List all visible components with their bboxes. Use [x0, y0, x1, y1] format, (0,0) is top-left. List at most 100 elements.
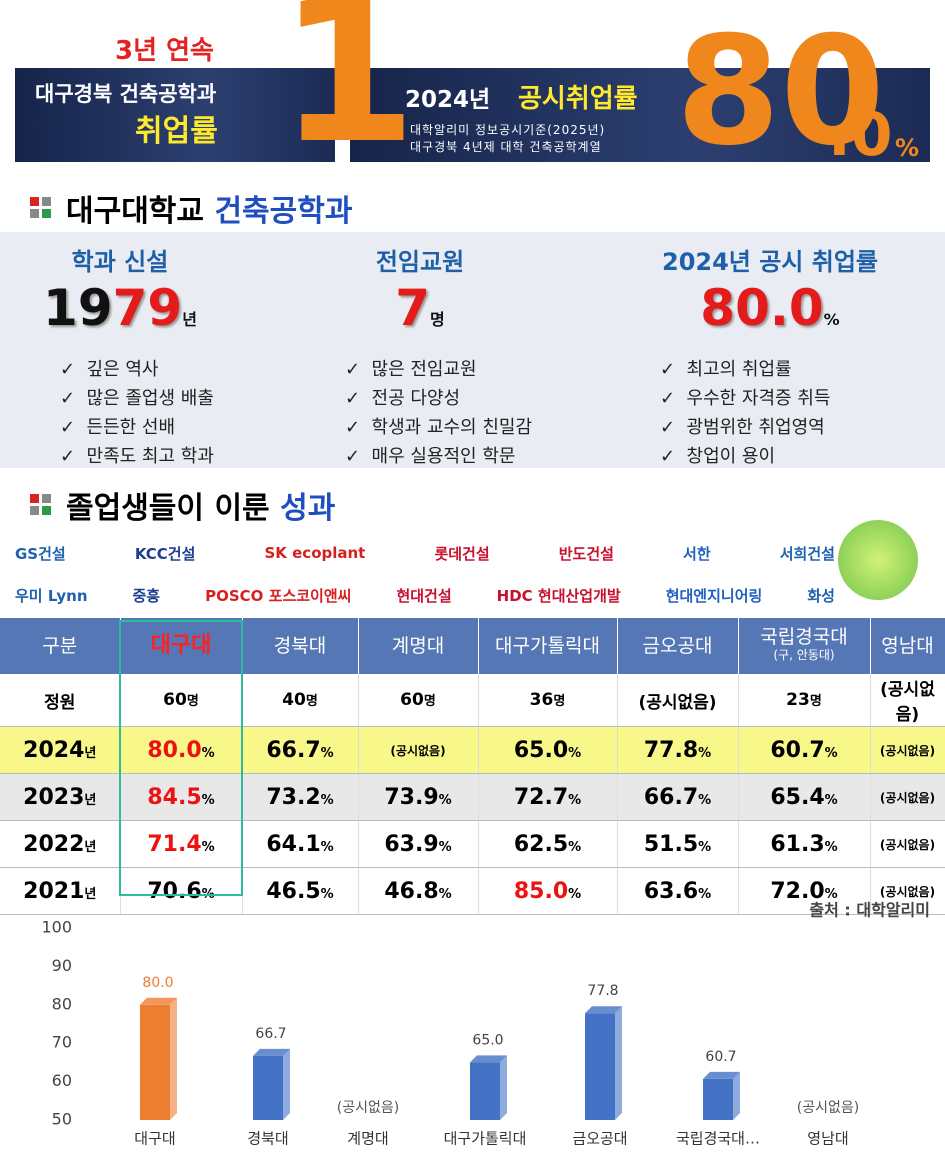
- row-label: 2022년: [0, 820, 121, 868]
- row-label-text: 2024: [23, 737, 85, 763]
- stat-point: 광범위한 취업영역: [660, 413, 930, 442]
- cell-unit: %: [320, 839, 334, 855]
- missing-label: (공시없음): [797, 1100, 859, 1116]
- cell-unit: %: [320, 792, 334, 808]
- section-title-b: 성과: [280, 491, 336, 526]
- table-cell: 66.7%: [242, 726, 359, 774]
- bar: [585, 1013, 615, 1120]
- streak: 3년 연속: [115, 36, 214, 66]
- stat-point: 학생과 교수의 친밀감: [345, 413, 545, 442]
- stat-column: 학과 신설1979년깊은 역사많은 졸업생 배출든든한 선배만족도 최고 학과: [10, 242, 230, 471]
- table-cell: 72.7%: [478, 773, 618, 821]
- bar-side: [500, 1055, 507, 1120]
- cell-value: 51.5: [643, 831, 699, 857]
- table-cell: 80.0%: [120, 726, 243, 774]
- header-row: 구분 대구대 경북대 계명대 대구가톨릭대 금오공대 국립경국대 (구, 안동대) 영남대: [0, 618, 945, 674]
- header-cell: 경북대: [242, 618, 359, 674]
- row-label: 2024년: [0, 726, 121, 774]
- cell-value: 63.6: [643, 878, 699, 904]
- stat-points: 깊은 역사많은 졸업생 배출든든한 선배만족도 최고 학과: [10, 355, 230, 471]
- cell-value: 85.0: [513, 878, 569, 904]
- company-logo: 서한: [683, 544, 711, 563]
- x-tick-label: 경북대: [247, 1130, 288, 1148]
- table-row: 2023년 84.5% 73.2% 73.9% 72.7% 66.7% 65.4% (공시없음…: [0, 773, 945, 821]
- stat-point: 창업이 용이: [660, 442, 930, 471]
- company-logo: 중흥: [132, 586, 161, 605]
- bar-top: [470, 1055, 507, 1063]
- row-label-text: 정원: [44, 692, 76, 713]
- cell-value: 70.6: [147, 878, 202, 904]
- banner-note: 대학알리미 정보공시기준(2025년): [410, 123, 606, 137]
- company-logo: POSCO 포스코이앤씨: [205, 586, 352, 605]
- table-cell: 73.9%: [358, 773, 479, 821]
- row-label-text: 2022: [23, 831, 85, 857]
- stat-points: 최고의 취업률우수한 자격증 취득광범위한 취업영역창업이 용이: [610, 355, 930, 471]
- bar-side: [170, 997, 177, 1120]
- table-cell: 23명: [738, 674, 871, 727]
- stat-column: 전임교원7명많은 전임교원전공 다양성학생과 교수의 친밀감매우 실용적인 학문: [295, 242, 545, 471]
- chart-source: 출처 : 대학알리미: [809, 901, 930, 920]
- stats-panel: 학과 신설1979년깊은 역사많은 졸업생 배출든든한 선배만족도 최고 학과 전…: [0, 232, 945, 468]
- y-tick-label: 50: [52, 1110, 72, 1129]
- table-cell: 60명: [358, 674, 479, 727]
- company-logo: 서희건설: [779, 544, 835, 563]
- company-logo: 반도건설: [558, 544, 614, 563]
- header-text: 경북대: [273, 635, 327, 657]
- header-text: 국립경국대: [760, 626, 848, 648]
- cell-value: 66.7: [643, 784, 699, 810]
- table-cell: 60.7%: [738, 726, 871, 774]
- stat-point: 많은 전임교원: [345, 355, 545, 384]
- header-text: 대구가톨릭대: [495, 635, 600, 657]
- stat-point: 만족도 최고 학과: [60, 442, 230, 471]
- section-icon: [30, 197, 52, 219]
- header-cell: 구분: [0, 618, 121, 674]
- table-cell: 73.2%: [242, 773, 359, 821]
- bar-side: [283, 1048, 290, 1120]
- cell-unit: 명: [809, 694, 822, 709]
- table-cell: (공시없음): [870, 820, 945, 868]
- header-note: (구, 안동대): [773, 648, 835, 662]
- header-text: 대구대: [150, 633, 212, 658]
- cell-unit: %: [201, 839, 215, 855]
- company-logo: 화성: [807, 586, 835, 605]
- company-logo: SK ecoplant: [264, 544, 366, 562]
- table-cell: 72.0%: [738, 867, 871, 915]
- cell-value: 63.9: [384, 831, 439, 857]
- stat-point: 우수한 자격증 취득: [660, 384, 930, 413]
- cell-value: 61.3: [770, 831, 825, 857]
- y-tick-label: 60: [52, 1071, 72, 1090]
- table-cell: (공시없음): [617, 674, 739, 727]
- stat-value-b: 7: [395, 279, 431, 337]
- banner-note: 대구경북 4년제 대학 건축공학계열: [410, 140, 602, 154]
- cell-value: 36: [529, 690, 554, 710]
- value-label: 77.8: [587, 983, 618, 999]
- big-rate-unit: %: [895, 134, 920, 162]
- cell-unit: %: [201, 745, 215, 761]
- company-logo: 우미 Lynn: [15, 586, 88, 605]
- stat-value: 1979년: [10, 277, 230, 351]
- logo-row: GS건설 KCC건설 SK ecoplant 롯데건설 반도건설 서한 서희건설: [15, 535, 835, 571]
- table-cell: (공시없음): [870, 674, 945, 727]
- logo-row: 우미 Lynn 중흥 POSCO 포스코이앤씨 현대건설 HDC 현대산업개발 현대엔지니…: [15, 577, 835, 613]
- cell-value: 66.7: [266, 737, 321, 763]
- header-cell: 대구대: [120, 618, 243, 674]
- stat-value-b: 79: [112, 279, 183, 337]
- header-text: 영남대: [881, 635, 934, 657]
- company-logo: GS건설: [15, 544, 66, 563]
- section-title-b: 건축공학과: [214, 194, 353, 229]
- cell-value: (공시없음): [879, 837, 936, 852]
- company-logo: 현대엔지니어링: [665, 586, 763, 605]
- table-cell: 46.8%: [358, 867, 479, 915]
- cell-value: 77.8: [643, 737, 699, 763]
- row-label: 정원: [0, 674, 121, 727]
- cell-unit: %: [698, 745, 712, 761]
- cell-unit: %: [438, 886, 452, 902]
- cell-value: (공시없음): [879, 743, 936, 758]
- cell-value: 62.5: [513, 831, 569, 857]
- cell-value: 40: [282, 690, 306, 710]
- cell-unit: %: [698, 886, 712, 902]
- cell-value: 46.8: [384, 878, 439, 904]
- big-rate: 80: [676, 5, 885, 179]
- row-label-unit: 년: [84, 792, 97, 808]
- banner-line1: 대구경북 건축공학과: [35, 82, 217, 106]
